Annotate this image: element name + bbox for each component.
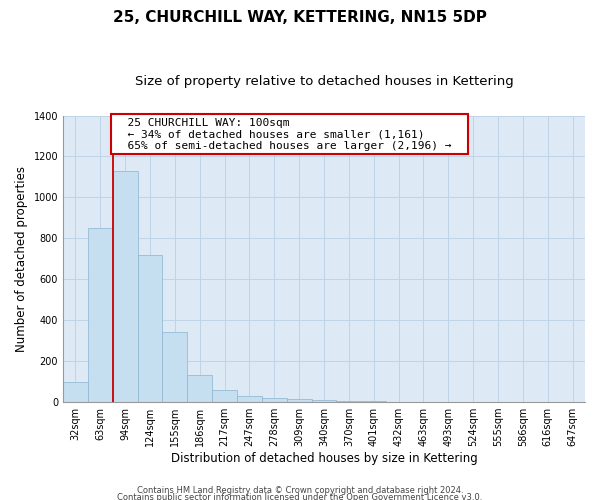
Bar <box>287 399 311 402</box>
Bar <box>137 254 163 402</box>
Bar <box>262 398 287 402</box>
Bar <box>163 332 187 402</box>
Bar <box>337 401 361 402</box>
Bar <box>361 401 386 402</box>
Bar <box>237 396 262 402</box>
Bar <box>113 171 137 402</box>
Bar <box>88 228 113 402</box>
Title: Size of property relative to detached houses in Kettering: Size of property relative to detached ho… <box>134 75 514 88</box>
Bar <box>212 390 237 402</box>
Text: Contains public sector information licensed under the Open Government Licence v3: Contains public sector information licen… <box>118 494 482 500</box>
Bar <box>311 400 337 402</box>
Y-axis label: Number of detached properties: Number of detached properties <box>15 166 28 352</box>
Text: Contains HM Land Registry data © Crown copyright and database right 2024.: Contains HM Land Registry data © Crown c… <box>137 486 463 495</box>
X-axis label: Distribution of detached houses by size in Kettering: Distribution of detached houses by size … <box>170 452 478 465</box>
Bar <box>187 376 212 402</box>
Bar <box>63 382 88 402</box>
Text: 25 CHURCHILL WAY: 100sqm
  ← 34% of detached houses are smaller (1,161)
  65% of: 25 CHURCHILL WAY: 100sqm ← 34% of detach… <box>114 118 465 151</box>
Text: 25, CHURCHILL WAY, KETTERING, NN15 5DP: 25, CHURCHILL WAY, KETTERING, NN15 5DP <box>113 10 487 25</box>
